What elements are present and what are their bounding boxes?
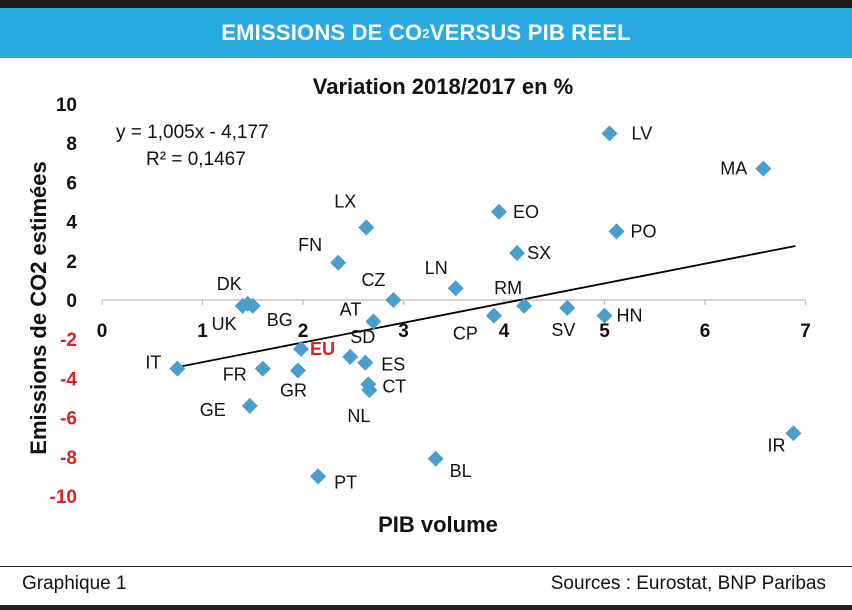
data-label-cp: CP <box>453 324 478 344</box>
x-tick-label: 3 <box>398 321 409 342</box>
data-label-fn: FN <box>298 235 322 255</box>
data-point-ln <box>447 280 464 297</box>
data-point-eu <box>292 341 309 357</box>
data-label-sx: SX <box>527 243 551 263</box>
data-point-pt <box>310 468 327 485</box>
data-point-sx <box>509 244 526 261</box>
data-label-fr: FR <box>223 365 247 385</box>
y-tick-label: -2 <box>60 330 77 351</box>
x-tick-label: 0 <box>97 321 108 342</box>
data-label-nl: NL <box>347 406 370 426</box>
data-label-it: IT <box>145 353 161 373</box>
data-point-es <box>357 354 374 371</box>
data-label-dk: DK <box>217 274 242 294</box>
trendline <box>177 245 796 368</box>
data-point-eo <box>490 203 507 220</box>
data-point-cz <box>385 292 402 308</box>
data-point-ma <box>755 160 772 177</box>
chart-title: Variation 2018/2017 en % <box>313 74 574 99</box>
data-point-cp <box>485 307 502 324</box>
data-point-sv <box>559 299 576 316</box>
trendline-equation: y = 1,005x - 4,177 <box>116 122 269 143</box>
data-label-lv: LV <box>632 123 653 143</box>
data-label-sv: SV <box>551 320 575 340</box>
data-point-fn <box>330 254 347 271</box>
data-label-eu: EU <box>310 339 335 359</box>
data-label-ct: CT <box>382 376 406 396</box>
data-point-sd <box>342 348 359 365</box>
banner: EMISSIONS DE CO 2 VERSUS PIB REEL <box>0 8 852 58</box>
data-point-ge <box>241 397 258 414</box>
data-point-lx <box>358 219 375 236</box>
data-point-ir <box>785 425 802 442</box>
x-axis-title: PIB volume <box>378 512 498 537</box>
footer-divider <box>0 566 852 567</box>
data-point-uk <box>234 297 251 314</box>
y-tick-label: -4 <box>60 369 77 390</box>
data-point-fr <box>254 360 271 377</box>
data-label-ln: LN <box>425 258 448 278</box>
y-tick-label: 2 <box>66 252 77 273</box>
data-point-at <box>365 313 382 330</box>
banner-title-suffix: VERSUS PIB REEL <box>429 20 631 45</box>
x-tick-label: 2 <box>298 321 309 342</box>
data-label-po: PO <box>631 221 657 241</box>
data-label-pt: PT <box>334 472 357 492</box>
y-tick-label: 0 <box>66 291 77 312</box>
data-label-eo: EO <box>513 202 539 222</box>
x-tick-label: 4 <box>499 321 510 342</box>
y-tick-label: 6 <box>66 173 77 194</box>
data-point-rm <box>516 297 533 314</box>
y-tick-label: 8 <box>66 134 77 155</box>
data-point-nl <box>361 382 378 399</box>
data-point-bl <box>427 450 444 467</box>
data-label-cz: CZ <box>361 270 385 290</box>
data-label-at: AT <box>340 300 362 320</box>
y-tick-label: -6 <box>60 409 77 430</box>
data-label-ma: MA <box>720 159 747 179</box>
data-label-lx: LX <box>334 191 356 211</box>
data-point-hn <box>596 307 613 324</box>
data-label-rm: RM <box>494 278 522 298</box>
data-point-gr <box>289 362 306 379</box>
footer-sources: Sources : Eurostat, BNP Paribas <box>550 573 826 594</box>
scatter-chart: Variation 2018/2017 en %0 1 2 3 4 5 6 71086420-… <box>26 74 811 537</box>
y-axis-title: Emissions de CO2 estimées <box>26 161 51 454</box>
data-label-uk: UK <box>212 314 237 334</box>
data-label-ir: IR <box>767 435 785 455</box>
y-tick-label: -10 <box>50 487 77 508</box>
data-label-bl: BL <box>450 461 472 481</box>
x-tick-label: 5 <box>599 321 610 342</box>
data-point-po <box>608 223 625 240</box>
data-point-lv <box>601 125 618 142</box>
data-label-gr: GR <box>280 381 307 401</box>
data-point-bg <box>244 297 261 314</box>
footer-caption: Graphique 1 <box>22 573 127 594</box>
x-tick-label: 6 <box>700 321 711 342</box>
x-tick-label: 1 <box>197 321 208 342</box>
data-label-sd: SD <box>350 327 375 347</box>
banner-title-prefix: EMISSIONS DE CO <box>221 20 423 45</box>
top-border <box>0 0 852 8</box>
data-point-it <box>169 360 186 377</box>
data-label-bg: BG <box>267 310 293 330</box>
x-tick-label: 7 <box>800 321 811 342</box>
r-squared-label: R² = 0,1467 <box>146 149 246 170</box>
data-label-es: ES <box>381 355 405 375</box>
bottom-border <box>0 605 852 610</box>
y-tick-label: 10 <box>56 95 77 116</box>
y-tick-label: -8 <box>60 448 77 469</box>
banner-title-sub: 2 <box>422 25 430 41</box>
y-tick-label: 4 <box>66 213 77 234</box>
data-label-ge: GE <box>200 400 226 420</box>
data-label-hn: HN <box>617 306 643 326</box>
